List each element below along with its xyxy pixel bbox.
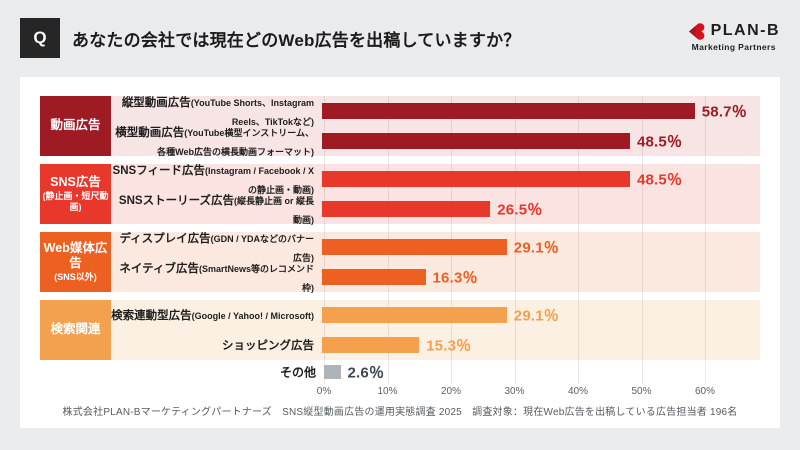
bar-chart: 動画広告 縦型動画広告(YouTube Shorts、Instagram Reel… [40, 96, 760, 406]
chart-row: ショッピング広告 15.3％ [111, 330, 760, 360]
bar [322, 201, 491, 217]
category-rows: ディスプレイ広告(GDN / YDAなどのバナー広告) 29.1％ ネイティブ広告(… [111, 232, 760, 293]
x-axis-tick: 60% [694, 386, 716, 397]
value-label: 29.1％ [513, 239, 559, 257]
row-plot: 16.3％ [322, 262, 760, 292]
row-label-note: (YouTube横型インストリーム、各種Web広告の横長動画フォーマット) [157, 127, 314, 157]
value-label: 29.1％ [513, 307, 559, 325]
row-label: ネイティブ広告(SmartNews等のレコメンド枠) [111, 258, 322, 296]
row-label-text: ネイティブ広告 [119, 262, 199, 275]
row-label: 検索連動型広告(Google / Yahoo! / Microsoft) [111, 305, 322, 324]
x-axis-tick: 0% [316, 386, 332, 397]
row-label: 横型動画広告(YouTube横型インストリーム、各種Web広告の横長動画フォーマ… [111, 122, 322, 160]
bar [322, 307, 507, 323]
other-label: その他 [279, 365, 316, 380]
chart-row: ネイティブ広告(SmartNews等のレコメンド枠) 16.3％ [111, 262, 760, 293]
category-rows: SNSフィード広告(Instagram / Facebook / Xの静止画・動… [111, 164, 760, 225]
row-plot: 15.3％ [322, 330, 760, 360]
category-rows: 検索連動型広告(Google / Yahoo! / Microsoft) 29.1… [111, 300, 760, 360]
category-band: Web媒体広告 (SNS以外) ディスプレイ広告(GDN / YDAなどのバナー広告… [40, 232, 760, 293]
page-title: あなたの会社では現在どのWeb広告を出稿していますか？ [72, 30, 521, 50]
row-plot: 48.5％ [322, 164, 760, 194]
row-plot: 26.5％ [322, 194, 760, 224]
category-label: Web媒体広告 (SNS以外) [40, 232, 111, 292]
source-note: 株式会社PLAN-Bマーケティングパートナーズ SNS縦型動画広告の運用実態調査… [62, 407, 738, 418]
bar [322, 171, 630, 187]
question-icon: Q [20, 18, 60, 58]
row-label-note: (Google / Yahoo! / Microsoft) [191, 311, 314, 322]
bar [322, 337, 420, 353]
row-plot: 48.5％ [322, 126, 760, 156]
category-label-sub: (SNS以外) [54, 272, 97, 282]
chart-row: SNSフィード広告(Instagram / Facebook / Xの静止画・動… [111, 164, 760, 195]
x-axis-tick: 40% [567, 386, 589, 397]
row-label-note: (YouTube Shorts、Instagram Reels、TikTokなど… [190, 97, 314, 127]
row-label-note: (Instagram / Facebook / Xの静止画・動画) [204, 165, 314, 195]
chart-row: 検索連動型広告(Google / Yahoo! / Microsoft) 29.1… [111, 300, 760, 330]
category-label: 動画広告 [40, 96, 111, 156]
row-label: 縦型動画広告(YouTube Shorts、Instagram Reels、Ti… [111, 92, 322, 130]
bar [322, 103, 695, 119]
category-label: 検索関連 [40, 300, 111, 360]
planb-logo-text: PLAN-B [710, 22, 780, 39]
header: Q あなたの会社では現在どのWeb広告を出稿していますか？ PLAN-B Mar… [20, 18, 780, 58]
other-value-label: 2.6％ [347, 364, 385, 382]
row-label-note: (GDN / YDAなどのバナー広告) [210, 233, 314, 263]
value-label: 26.5％ [497, 201, 543, 219]
row-label-text: SNSフィード広告 [112, 164, 205, 177]
category-label-main: Web媒体広告 [43, 240, 108, 271]
x-axis-tick: 30% [504, 386, 525, 397]
x-axis-tick: 10% [377, 386, 398, 397]
category-band: 動画広告 縦型動画広告(YouTube Shorts、Instagram Reel… [40, 96, 760, 157]
chart-row: 縦型動画広告(YouTube Shorts、Instagram Reels、Ti… [111, 96, 760, 127]
row-label-note: (SmartNews等のレコメンド枠) [198, 263, 314, 293]
other-row: その他 2.6％ [40, 362, 760, 382]
category-label-sub: (静止画・短尺動画) [42, 190, 109, 212]
value-label: 48.5％ [636, 133, 683, 151]
category-label-main: 検索関連 [50, 322, 101, 337]
row-plot: 58.7％ [322, 96, 760, 126]
category-band: SNS広告 (静止画・短尺動画) SNSフィード広告(Instagram / Fac… [40, 164, 760, 225]
value-label: 15.3％ [426, 337, 472, 355]
category-rows: 縦型動画広告(YouTube Shorts、Instagram Reels、Ti… [111, 96, 760, 157]
row-label-text: 検索連動型広告 [111, 310, 192, 323]
row-label-text: 横型動画広告 [115, 126, 185, 139]
row-label: ショッピング広告 [111, 335, 322, 354]
row-label-text: ショッピング広告 [222, 340, 314, 353]
bar [322, 269, 426, 285]
category-label-main: 動画広告 [50, 118, 101, 133]
category-band: 検索関連 検索連動型広告(Google / Yahoo! / Microsoft)… [40, 300, 760, 360]
bar [322, 133, 630, 149]
question-icon-letter: Q [33, 28, 47, 47]
row-plot: 29.1％ [322, 232, 760, 262]
category-label: SNS広告 (静止画・短尺動画) [40, 164, 111, 224]
chart-card: 動画広告 縦型動画広告(YouTube Shorts、Instagram Reel… [20, 77, 780, 428]
row-label-text: 縦型動画広告 [121, 96, 191, 109]
x-axis: 0% 10% 20% 30% 40% 50% 60% [40, 386, 760, 400]
chart-row: ディスプレイ広告(GDN / YDAなどのバナー広告) 29.1％ [111, 232, 760, 263]
value-label: 58.7％ [701, 103, 747, 121]
planb-logo: PLAN-B Marketing Partners [688, 22, 780, 52]
row-label: ディスプレイ広告(GDN / YDAなどのバナー広告) [111, 228, 322, 266]
planb-logo-icon [688, 22, 706, 40]
row-label: SNSフィード広告(Instagram / Facebook / Xの静止画・動… [111, 160, 322, 198]
row-label: SNSストーリーズ広告(縦長静止画 or 縦長動画) [111, 190, 322, 228]
planb-logo-subtitle: Marketing Partners [691, 42, 776, 52]
row-label-text: ディスプレイ広告 [119, 232, 211, 245]
chart-row: 横型動画広告(YouTube横型インストリーム、各種Web広告の横長動画フォーマ… [111, 126, 760, 157]
other-bar [324, 365, 341, 379]
row-label-text: SNSストーリーズ広告 [118, 194, 234, 207]
bar [322, 239, 507, 255]
row-label-note: (縦長静止画 or 縦長動画) [234, 195, 314, 225]
value-label: 16.3％ [432, 269, 478, 287]
x-axis-tick: 20% [440, 386, 462, 397]
row-plot: 29.1％ [322, 300, 760, 330]
value-label: 48.5％ [636, 171, 683, 189]
chart-row: SNSストーリーズ広告(縦長静止画 or 縦長動画) 26.5％ [111, 194, 760, 225]
x-axis-tick: 50% [631, 386, 652, 397]
category-label-main: SNS広告 [50, 174, 101, 189]
